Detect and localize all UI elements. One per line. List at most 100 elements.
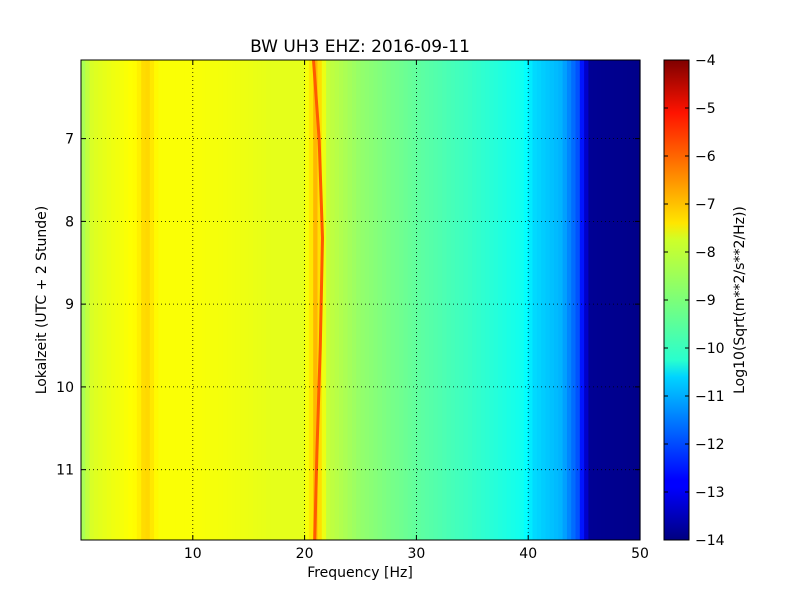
heatmap-column: [446, 60, 452, 540]
heatmap-column: [111, 60, 116, 540]
heatmap-column: [201, 60, 207, 540]
heatmap-column: [227, 60, 233, 540]
heatmap-column: [575, 60, 581, 540]
heatmap-column: [278, 60, 284, 540]
heatmap-column: [489, 60, 495, 540]
heatmap-column: [356, 60, 362, 540]
heatmap-column: [476, 60, 482, 540]
grid-lines: [81, 60, 640, 540]
heatmap-column: [377, 60, 383, 540]
heatmap-column: [511, 60, 516, 540]
spectrogram-heatmap: [81, 60, 641, 540]
heatmap-column: [493, 60, 499, 540]
heatmap-column: [614, 60, 620, 540]
heatmap-column: [412, 60, 417, 540]
heatmap-column: [416, 60, 422, 540]
heatmap-column: [472, 60, 478, 540]
heatmap-column: [562, 60, 568, 540]
colorbar-tick-label: −6: [695, 149, 716, 165]
heatmap-column: [450, 60, 456, 540]
heatmap-column: [390, 60, 396, 540]
heatmap-column: [618, 60, 624, 540]
heatmap-column: [141, 60, 147, 540]
heatmap-column: [106, 60, 112, 540]
heatmap-column: [149, 60, 155, 540]
heatmap-column: [270, 60, 276, 540]
spectral-line-trace: [312, 59, 325, 541]
y-axis-label: Lokalzeit (UTC + 2 Stunde): [34, 206, 50, 395]
heatmap-column: [205, 60, 211, 540]
heatmap-column: [261, 60, 267, 540]
heatmap-column: [339, 60, 344, 540]
heatmap-column: [347, 60, 353, 540]
heatmap-column: [175, 60, 181, 540]
x-tick-label: 40: [519, 546, 537, 562]
heatmap-column: [584, 60, 589, 540]
heatmap-column: [386, 60, 392, 540]
heatmap-column: [369, 60, 374, 540]
spectral-line: [312, 59, 325, 541]
colorbar-tick-label: −8: [695, 245, 716, 261]
y-tick-label: 8: [65, 214, 74, 230]
heatmap-column: [519, 60, 525, 540]
heatmap-column: [373, 60, 379, 540]
heatmap-column: [283, 60, 288, 540]
y-tick-label: 11: [56, 463, 74, 479]
heatmap-column: [351, 60, 357, 540]
heatmap-column: [480, 60, 486, 540]
heatmap-column: [609, 60, 615, 540]
colorbar-tick-label: −9: [695, 293, 716, 309]
heatmap-column: [498, 60, 503, 540]
heatmap-column: [321, 60, 327, 540]
heatmap-column: [403, 60, 409, 540]
colorbar-tick-label: −14: [695, 533, 725, 549]
heatmap-column: [459, 60, 465, 540]
heatmap-column: [468, 60, 473, 540]
heatmap-column: [399, 60, 405, 540]
heatmap-column: [429, 60, 435, 540]
heatmap-column: [192, 60, 198, 540]
heatmap-column: [541, 60, 546, 540]
plot-frame: [80, 59, 641, 541]
heatmap-column: [326, 60, 331, 540]
colorbar-label: Log10(Sqrt(m**2/s**2/Hz)): [732, 206, 748, 394]
heatmap-column: [334, 60, 340, 540]
heatmap-column: [124, 60, 129, 540]
y-axis-ticks: 7 8 9 10 11: [56, 132, 640, 479]
heatmap-column: [218, 60, 224, 540]
heatmap-column: [536, 60, 542, 540]
heatmap-column: [145, 60, 151, 540]
heatmap-column: [274, 60, 280, 540]
heatmap-column: [231, 60, 237, 540]
colorbar-tick-label: −11: [695, 389, 725, 405]
heatmap-column: [167, 60, 172, 540]
heatmap-column: [360, 60, 366, 540]
x-tick-label: 10: [184, 546, 202, 562]
heatmap-column: [627, 60, 632, 540]
heatmap-column: [222, 60, 228, 540]
heatmap-column: [98, 60, 104, 540]
heatmap-column: [296, 60, 301, 540]
heatmap-column: [214, 60, 220, 540]
heatmap-column: [154, 60, 159, 540]
y-tick-label: 9: [65, 297, 74, 313]
heatmap-column: [554, 60, 559, 540]
heatmap-column: [253, 60, 258, 540]
heatmap-column: [364, 60, 370, 540]
colorbar-tick-label: −4: [695, 53, 716, 69]
heatmap-column: [532, 60, 538, 540]
x-tick-label: 20: [296, 546, 314, 562]
heatmap-column: [463, 60, 469, 540]
heatmap-column: [635, 60, 641, 540]
heatmap-column: [566, 60, 572, 540]
heatmap-column: [485, 60, 491, 540]
heatmap-column: [506, 60, 512, 540]
heatmap-column: [197, 60, 202, 540]
colorbar-ticks: −4 −5 −6 −7 −8 −9 −10 −11 −12 −13 −14: [664, 53, 725, 549]
chart-title: BW UH3 EHZ: 2016-09-11: [250, 37, 470, 57]
heatmap-column: [343, 60, 349, 540]
heatmap-column: [158, 60, 164, 540]
heatmap-column: [102, 60, 108, 540]
heatmap-column: [442, 60, 448, 540]
heatmap-column: [330, 60, 336, 540]
